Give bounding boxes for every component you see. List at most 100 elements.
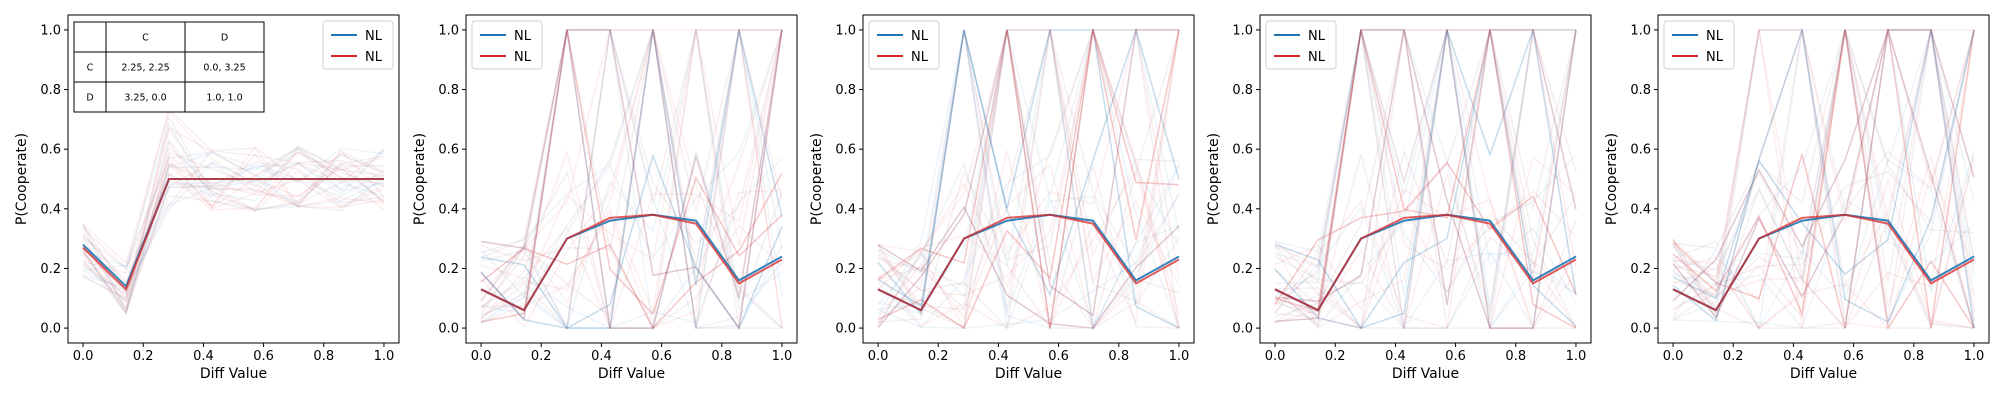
background-trace xyxy=(480,29,783,329)
background-trace xyxy=(1672,29,1975,278)
background-trace xyxy=(877,29,1180,330)
x-tick-label: 0.2 xyxy=(928,349,949,364)
series-line-2 xyxy=(877,213,1180,312)
background-trace xyxy=(877,29,1179,331)
background-trace xyxy=(82,139,385,304)
background-trace xyxy=(877,29,1180,331)
background-trace xyxy=(877,205,1180,329)
background-trace xyxy=(1672,29,1975,329)
background-trace xyxy=(1672,171,1975,330)
background-trace xyxy=(82,169,385,303)
table-row-header: C xyxy=(87,63,94,74)
x-tick-label: 0.4 xyxy=(1783,349,1804,364)
background-trace xyxy=(1274,29,1577,329)
x-tick-label: 0.2 xyxy=(1325,349,1346,364)
background-trace xyxy=(82,151,385,315)
background-traces xyxy=(1672,27,1975,331)
x-axis-label: Diff Value xyxy=(1392,366,1459,382)
background-trace xyxy=(877,29,1180,330)
legend-box xyxy=(1663,20,1735,70)
y-tick-label: 0.0 xyxy=(835,322,856,337)
legend-label: NL xyxy=(1308,29,1326,44)
chart-panel-1: 0.0 0.2 0.4 0.6 0.8 1.0 0.0 0.2 0.4 0.6 0.8 1.0 Diff… xyxy=(14,14,400,382)
background-traces xyxy=(877,27,1180,331)
background-trace xyxy=(877,29,1180,316)
background-trace xyxy=(877,27,1180,307)
axes-frame xyxy=(67,14,400,344)
legend-label: NL xyxy=(514,50,532,65)
y-tick-label: 0.0 xyxy=(40,322,61,337)
y-tick-label: 0.0 xyxy=(1232,322,1253,337)
y-tick-label: 0.8 xyxy=(1630,83,1651,98)
background-trace xyxy=(1672,29,1975,329)
background-trace xyxy=(480,29,783,298)
series-line-2 xyxy=(1672,213,1975,312)
background-trace xyxy=(1274,29,1576,318)
background-trace xyxy=(480,29,783,331)
background-trace xyxy=(1672,29,1975,329)
x-tick-label: 1.0 xyxy=(772,349,793,364)
y-tick-label: 0.4 xyxy=(1232,202,1253,217)
background-trace xyxy=(1274,29,1577,324)
legend: NL NL xyxy=(1265,20,1337,70)
y-tick-label: 0.6 xyxy=(835,143,856,158)
y-tick-label: 0.6 xyxy=(1630,143,1651,158)
background-trace xyxy=(480,29,782,267)
legend-box xyxy=(471,20,543,70)
series-line-2 xyxy=(82,178,384,292)
background-trace xyxy=(1672,29,1974,319)
x-tick-label: 0.8 xyxy=(313,349,334,364)
x-axis-label: Diff Value xyxy=(598,366,665,382)
x-tick-label: 0.6 xyxy=(1048,349,1069,364)
background-trace xyxy=(1672,158,1975,330)
x-tick-label: 0.4 xyxy=(193,349,214,364)
y-axis-label: P(Cooperate) xyxy=(809,133,825,225)
x-tick-label: 1.0 xyxy=(1169,349,1190,364)
x-tick-label: 1.0 xyxy=(1566,349,1587,364)
background-trace xyxy=(877,29,1180,329)
background-trace xyxy=(1672,198,1975,329)
y-tick-label: 0.6 xyxy=(438,143,459,158)
background-trace xyxy=(82,147,385,311)
legend: NL NL xyxy=(868,20,940,70)
background-trace xyxy=(82,147,385,292)
background-trace xyxy=(82,152,385,283)
axes-frame xyxy=(1259,14,1592,344)
background-trace xyxy=(82,145,385,268)
x-tick-label: 0.4 xyxy=(988,349,1009,364)
x-tick-label: 0.6 xyxy=(1843,349,1864,364)
y-tick-label: 0.2 xyxy=(1630,262,1651,277)
background-trace xyxy=(1672,29,1975,330)
chart-panel-2: 0.0 0.2 0.4 0.6 0.8 1.0 0.0 0.2 0.4 0.6 0.8 1.0 Diff… xyxy=(412,14,798,382)
background-trace xyxy=(480,172,783,330)
background-trace xyxy=(877,29,1180,311)
background-trace xyxy=(1274,29,1577,330)
background-trace xyxy=(1274,29,1577,329)
chart-panel-3: 0.0 0.2 0.4 0.6 0.8 1.0 0.0 0.2 0.4 0.6 0.8 1.0 Diff… xyxy=(809,14,1195,382)
background-trace xyxy=(480,29,782,330)
background-trace xyxy=(1672,29,1975,311)
background-trace xyxy=(1672,27,1975,329)
background-trace xyxy=(1274,29,1577,329)
background-trace xyxy=(480,29,783,330)
background-trace xyxy=(1274,161,1577,305)
chart-panel-4: 0.0 0.2 0.4 0.6 0.8 1.0 0.0 0.2 0.4 0.6 0.8 1.0 Diff… xyxy=(1206,14,1592,382)
axes-frame xyxy=(1657,14,1990,344)
y-tick-label: 0.2 xyxy=(40,262,61,277)
background-trace xyxy=(1672,29,1975,331)
x-tick-label: 0.8 xyxy=(711,349,732,364)
background-trace xyxy=(1672,29,1975,282)
background-trace xyxy=(877,169,1180,329)
legend-box xyxy=(1265,20,1337,70)
y-tick-label: 1.0 xyxy=(438,23,459,38)
table-col-header: C xyxy=(142,33,149,44)
background-trace xyxy=(877,29,1180,329)
background-trace xyxy=(1274,29,1577,329)
background-trace xyxy=(1274,29,1577,267)
y-axis-label: P(Cooperate) xyxy=(412,133,428,225)
x-axis-label: Diff Value xyxy=(1790,366,1857,382)
background-trace xyxy=(877,29,1180,330)
y-tick-label: 0.2 xyxy=(438,262,459,277)
background-trace xyxy=(82,126,385,291)
y-tick-label: 0.6 xyxy=(1232,143,1253,158)
